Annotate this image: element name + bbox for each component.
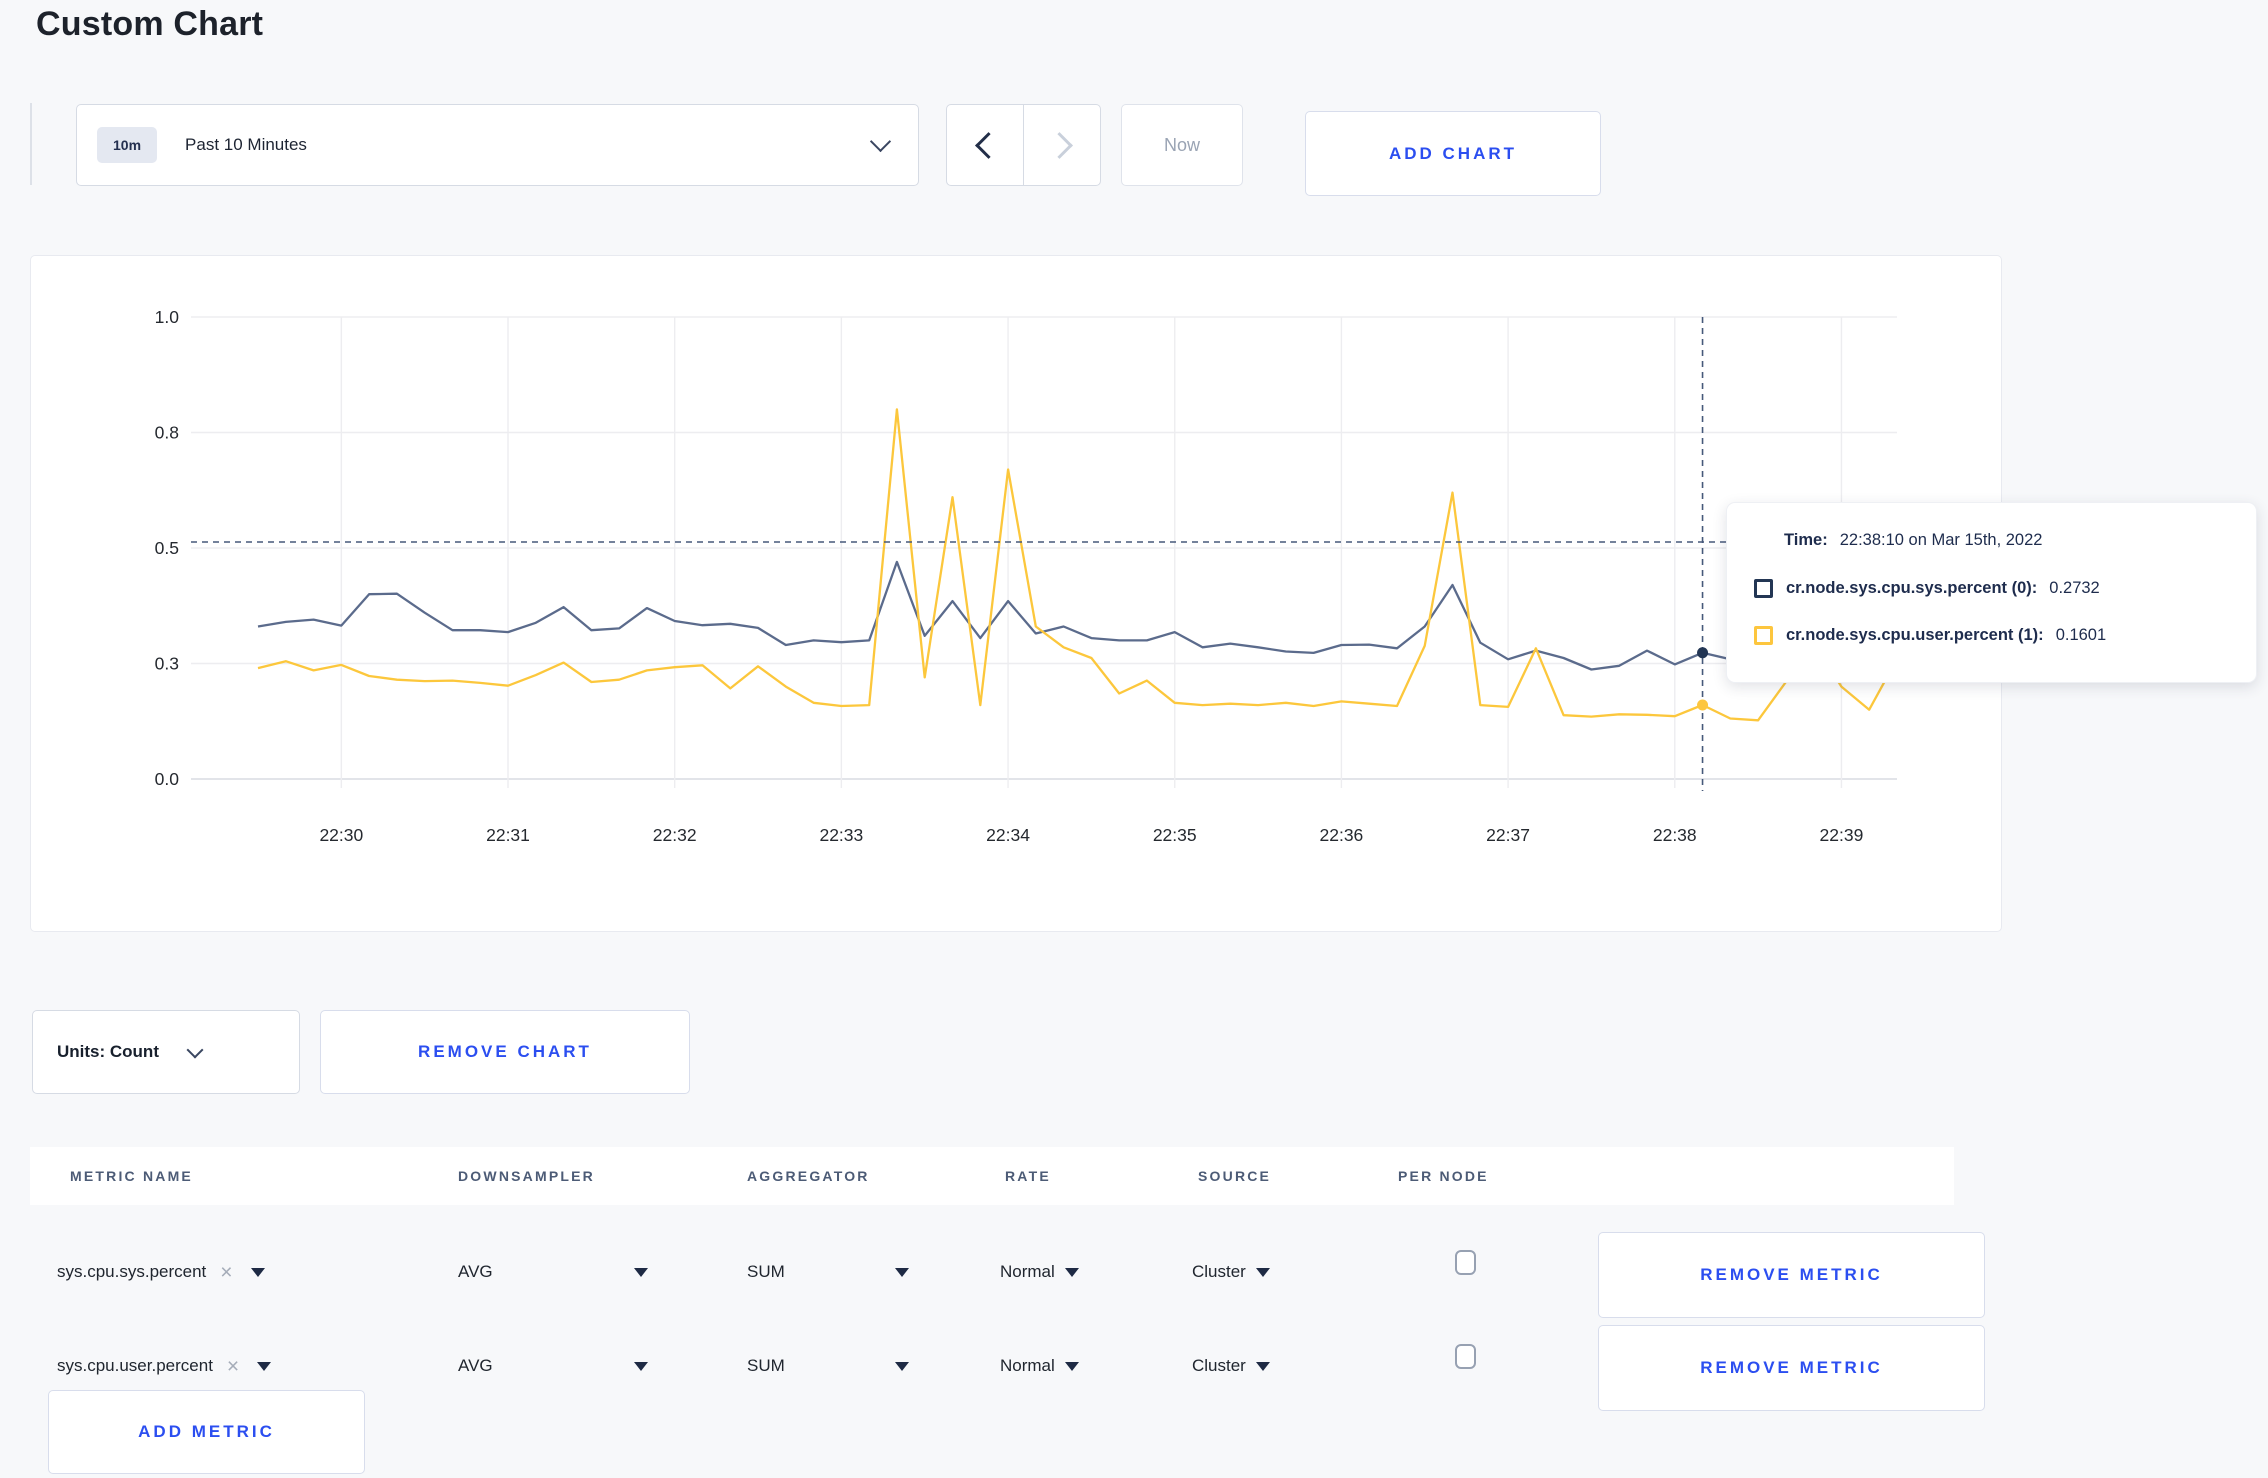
caret-down-icon [1064,1267,1079,1277]
series-sys-swatch-icon [1754,579,1773,598]
remove-metric-button[interactable]: REMOVE METRIC [1598,1325,1985,1411]
svg-text:1.0: 1.0 [155,307,180,327]
downsampler-select[interactable]: AVG [458,1342,648,1390]
rate-select[interactable]: Normal [1000,1342,1079,1390]
chevron-left-icon [974,131,1002,159]
svg-text:22:39: 22:39 [1820,825,1864,845]
metric-name-select[interactable]: sys.cpu.user.percent × [57,1342,272,1390]
aggregator-value: SUM [747,1356,785,1375]
tooltip-series-row: cr.node.sys.cpu.user.percent (1): 0.1601 [1754,626,2106,645]
caret-down-icon [257,1361,272,1371]
column-header-per-node: PER NODE [1398,1168,1489,1184]
downsampler-select[interactable]: AVG [458,1248,648,1296]
add-chart-button[interactable]: ADD CHART [1305,111,1601,196]
rate-value: Normal [1000,1262,1055,1281]
add-metric-button[interactable]: ADD METRIC [48,1390,365,1474]
rate-select[interactable]: Normal [1000,1248,1079,1296]
caret-down-icon [634,1361,648,1371]
svg-text:0.8: 0.8 [155,423,179,443]
chart-card: 0.0 0.3 0.5 0.8 1.0 22:30 22:31 22:32 22:33 22:34… [30,255,2257,932]
time-range-label: Past 10 Minutes [185,135,307,154]
caret-down-icon [1255,1267,1270,1277]
units-label: Units: Count [57,1042,159,1061]
time-pager-group [946,104,1101,186]
svg-text:0.5: 0.5 [155,538,179,558]
tooltip-time-label: Time: [1784,531,1828,549]
caret-down-icon [895,1267,909,1277]
chevron-down-icon [869,130,892,153]
now-button[interactable]: Now [1121,104,1243,186]
time-range-badge: 10m [97,127,158,163]
pager-divider [1023,105,1024,185]
tooltip-series-label: cr.node.sys.cpu.user.percent (1): [1786,626,2044,644]
toolbar-left-divider [30,103,32,185]
svg-text:22:35: 22:35 [1153,825,1197,845]
metric-name-select[interactable]: sys.cpu.sys.percent × [57,1248,265,1296]
timeseries-chart[interactable]: 0.0 0.3 0.5 0.8 1.0 22:30 22:31 22:32 22:33 22:34… [31,256,2001,931]
column-header-metric-name: METRIC NAME [70,1168,193,1184]
remove-metric-button[interactable]: REMOVE METRIC [1598,1232,1985,1318]
svg-text:0.0: 0.0 [155,769,180,789]
column-header-downsampler: DOWNSAMPLER [458,1168,595,1184]
downsampler-value: AVG [458,1356,493,1375]
column-header-aggregator: AGGREGATOR [747,1168,870,1184]
caret-down-icon [1255,1361,1270,1371]
per-node-checkbox[interactable] [1455,1344,1476,1369]
svg-text:22:38: 22:38 [1653,825,1697,845]
source-value: Cluster [1192,1356,1246,1375]
caret-down-icon [634,1267,648,1277]
tooltip-time-row: Time: 22:38:10 on Mar 15th, 2022 [1784,531,2042,550]
metrics-table-header: METRIC NAME DOWNSAMPLER AGGREGATOR RATE … [30,1147,1954,1205]
time-prev-button[interactable] [947,105,1023,185]
tooltip-series-value: 0.1601 [2055,626,2107,644]
time-range-dropdown[interactable]: 10m Past 10 Minutes [76,104,919,186]
metric-name-value: sys.cpu.sys.percent [57,1262,207,1281]
svg-text:22:36: 22:36 [1320,825,1364,845]
svg-text:22:32: 22:32 [653,825,697,845]
svg-text:22:37: 22:37 [1486,825,1530,845]
column-header-source: SOURCE [1198,1168,1272,1184]
per-node-checkbox[interactable] [1455,1250,1476,1275]
svg-text:22:31: 22:31 [486,825,530,845]
page-title: Custom Chart [36,5,264,43]
rate-value: Normal [1000,1356,1055,1375]
svg-text:22:34: 22:34 [986,825,1030,845]
caret-down-icon [250,1267,265,1277]
svg-text:0.3: 0.3 [155,654,179,674]
time-next-button[interactable] [1024,105,1100,185]
column-header-rate: RATE [1005,1168,1051,1184]
caret-down-icon [895,1361,909,1371]
tooltip-time-value: 22:38:10 on Mar 15th, 2022 [1839,531,2043,549]
chevron-down-icon [186,1041,204,1058]
metric-name-value: sys.cpu.user.percent [57,1356,213,1375]
downsampler-value: AVG [458,1262,493,1281]
source-select[interactable]: Cluster [1192,1248,1270,1296]
aggregator-value: SUM [747,1262,785,1281]
aggregator-select[interactable]: SUM [747,1342,909,1390]
series-user-swatch-icon [1754,626,1773,645]
svg-text:22:30: 22:30 [319,825,363,845]
chevron-right-icon [1045,131,1073,159]
remove-chart-button[interactable]: REMOVE CHART [320,1010,690,1094]
chart-tooltip: Time: 22:38:10 on Mar 15th, 2022 cr.node… [1726,502,2257,683]
source-select[interactable]: Cluster [1192,1342,1270,1390]
tooltip-series-label: cr.node.sys.cpu.sys.percent (0): [1786,579,2038,597]
tooltip-series-row: cr.node.sys.cpu.sys.percent (0): 0.2732 [1754,579,2100,598]
units-dropdown[interactable]: Units: Count [32,1010,300,1094]
tooltip-series-value: 0.2732 [2049,579,2100,597]
aggregator-select[interactable]: SUM [747,1248,909,1296]
source-value: Cluster [1192,1262,1246,1281]
clear-metric-icon[interactable]: × [220,1260,233,1284]
clear-metric-icon[interactable]: × [226,1354,240,1378]
svg-text:22:33: 22:33 [819,825,863,845]
caret-down-icon [1064,1361,1079,1371]
